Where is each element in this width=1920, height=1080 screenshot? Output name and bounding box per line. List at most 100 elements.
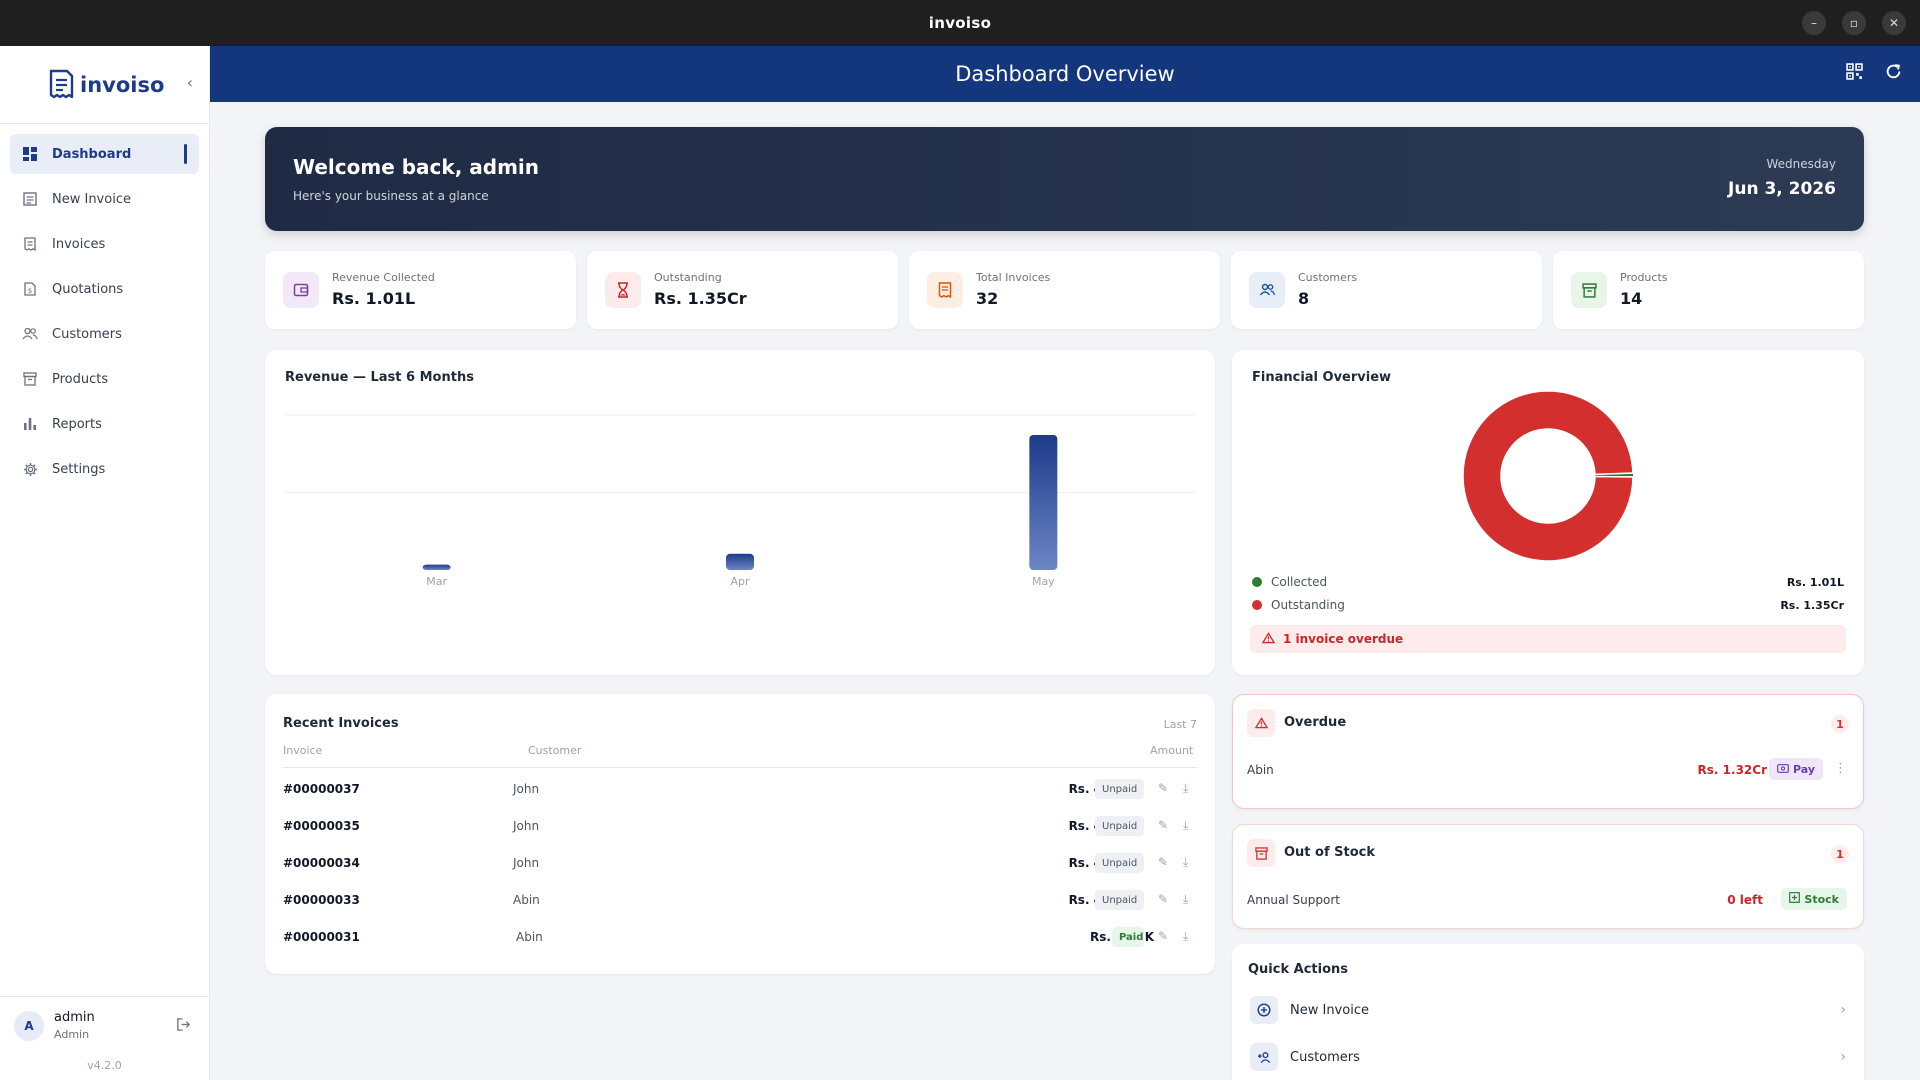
donut-slice-outstanding[interactable]: [1462, 390, 1634, 562]
stat-card-outstanding[interactable]: Outstanding Rs. 1.35Cr: [587, 251, 898, 329]
financial-overview-title: Financial Overview: [1252, 370, 1392, 385]
recent-invoices-filter[interactable]: Last 7: [1163, 718, 1197, 731]
pencil-icon[interactable]: ✎: [1158, 892, 1169, 906]
invoice-number[interactable]: #00000037: [283, 782, 360, 796]
bar-apr[interactable]: [726, 553, 754, 570]
table-row[interactable]: #00000033 Abin Rs. 401.20 Unpaid ✎ ⤓: [283, 882, 1197, 919]
x-tick-label: Mar: [426, 575, 447, 588]
stat-label: Outstanding: [654, 271, 722, 284]
stat-value: Rs. 1.01L: [332, 289, 416, 308]
download-icon[interactable]: ⤓: [1183, 855, 1189, 869]
table-row[interactable]: #00000031 Abin Rs. 57.8K Paid ✎ ⤓: [283, 919, 1197, 956]
avatar[interactable]: A: [14, 1011, 44, 1041]
stat-card-products[interactable]: Products 14: [1553, 251, 1864, 329]
chevron-left-icon[interactable]: ‹: [186, 73, 193, 92]
invoice-number[interactable]: #00000031: [283, 930, 360, 944]
svg-text:$: $: [28, 287, 32, 295]
app-version: v4.2.0: [87, 1059, 122, 1072]
out-of-stock-card: Out of Stock 1 Annual Support 0 left Sto…: [1232, 824, 1864, 929]
invoice-number[interactable]: #00000034: [283, 856, 360, 870]
pencil-icon[interactable]: ✎: [1158, 855, 1169, 869]
table-row[interactable]: #00000037 John Rs. 401.20 Unpaid ✎ ⤓: [283, 771, 1197, 808]
quick-action-label: New Invoice: [1290, 1002, 1369, 1018]
legend-outstanding: Outstanding Rs. 1.35Cr: [1252, 595, 1844, 615]
sidebar-item-customers[interactable]: Customers: [10, 314, 199, 354]
sidebar-item-label: Invoices: [52, 236, 106, 252]
legend-value: Rs. 1.35Cr: [1780, 598, 1844, 612]
download-icon[interactable]: ⤓: [1183, 781, 1189, 795]
refresh-icon[interactable]: [1885, 63, 1902, 85]
invoice-customer: Abin: [516, 930, 543, 944]
pay-button[interactable]: Pay: [1768, 758, 1823, 780]
stat-card-revenue[interactable]: Revenue Collected Rs. 1.01L: [265, 251, 576, 329]
sidebar-item-settings[interactable]: Settings: [10, 449, 199, 489]
restock-button[interactable]: Stock: [1781, 888, 1847, 910]
sidebar-item-reports[interactable]: Reports: [10, 404, 199, 444]
quick-actions-title: Quick Actions: [1248, 962, 1349, 977]
bar-mar[interactable]: [422, 564, 451, 570]
invoice-number[interactable]: #00000033: [283, 893, 360, 907]
invoice-customer: John: [513, 819, 540, 833]
overdue-count-badge: 1: [1831, 715, 1849, 733]
receipt-icon: [22, 191, 38, 207]
current-weekday: Wednesday: [1766, 157, 1836, 171]
download-icon[interactable]: ⤓: [1183, 892, 1189, 906]
quick-action-new-invoice[interactable]: New Invoice ›: [1250, 994, 1846, 1026]
maximize-button[interactable]: ▫: [1842, 11, 1866, 35]
logout-icon[interactable]: [176, 1017, 191, 1036]
minimize-button[interactable]: –: [1802, 11, 1826, 35]
hourglass-icon: [605, 272, 641, 308]
legend-label: Collected: [1271, 575, 1328, 589]
people-icon: [1249, 272, 1285, 308]
stat-value: 14: [1620, 289, 1643, 308]
out-of-stock-product: Annual Support: [1247, 893, 1340, 907]
close-button[interactable]: ✕: [1882, 11, 1906, 35]
qr-code-icon[interactable]: [1846, 63, 1863, 85]
page-title: Dashboard Overview: [955, 62, 1175, 86]
recent-invoices-title: Recent Invoices: [283, 716, 399, 731]
donut-slice-collected[interactable]: [1594, 473, 1633, 477]
stat-label: Customers: [1298, 271, 1358, 284]
receipt-icon: [927, 272, 963, 308]
table-row[interactable]: #00000034 John Rs. 401.20 Unpaid ✎ ⤓: [283, 845, 1197, 882]
sidebar-item-invoices[interactable]: Invoices: [10, 224, 199, 264]
download-icon[interactable]: ⤓: [1183, 929, 1189, 943]
stat-card-total-invoices[interactable]: Total Invoices 32: [909, 251, 1220, 329]
sidebar-item-new-invoice[interactable]: New Invoice: [10, 179, 199, 219]
brand: invoiso ‹: [0, 46, 209, 124]
table-row[interactable]: #00000035 John Rs. 401.20 Unpaid ✎ ⤓: [283, 808, 1197, 845]
stat-card-customers[interactable]: Customers 8: [1231, 251, 1542, 329]
people-icon: [22, 326, 38, 342]
pencil-icon[interactable]: ✎: [1158, 929, 1169, 943]
bar-may[interactable]: [1029, 435, 1058, 570]
out-of-stock-count-badge: 1: [1831, 845, 1849, 863]
sidebar-item-dashboard[interactable]: Dashboard: [10, 134, 199, 174]
financial-overview-card: Financial Overview Collected Rs. 1.01L O…: [1232, 350, 1864, 675]
document-icon: [22, 236, 38, 252]
legend-label: Outstanding: [1271, 598, 1345, 612]
brand-logo[interactable]: invoiso: [48, 69, 164, 101]
stat-label: Revenue Collected: [332, 271, 435, 284]
more-vertical-icon[interactable]: ⋮: [1834, 761, 1847, 776]
overdue-warning[interactable]: 1 invoice overdue: [1250, 625, 1846, 653]
quick-action-customers[interactable]: Customers ›: [1250, 1041, 1846, 1073]
revenue-chart-title: Revenue — Last 6 Months: [285, 370, 474, 385]
main-content: Welcome back, admin Here's your business…: [210, 102, 1920, 1080]
window-titlebar: invoiso – ▫ ✕: [0, 0, 1920, 46]
pencil-icon[interactable]: ✎: [1158, 781, 1169, 795]
bar-chart-icon: [22, 416, 38, 432]
warning-icon: [1261, 631, 1276, 647]
download-icon[interactable]: ⤓: [1183, 818, 1189, 832]
welcome-banner: Welcome back, admin Here's your business…: [265, 127, 1864, 231]
sidebar-item-label: Settings: [52, 461, 106, 477]
wallet-icon: [283, 272, 319, 308]
invoice-customer: Abin: [513, 893, 540, 907]
overdue-amount: Rs. 1.32Cr: [1697, 763, 1767, 777]
welcome-heading: Welcome back, admin: [293, 155, 540, 179]
pencil-icon[interactable]: ✎: [1158, 818, 1169, 832]
invoice-number[interactable]: #00000035: [283, 819, 360, 833]
box-icon: [1571, 272, 1607, 308]
sidebar-item-products[interactable]: Products: [10, 359, 199, 399]
box-icon: [1247, 839, 1275, 867]
sidebar-item-quotations[interactable]: $ Quotations: [10, 269, 199, 309]
